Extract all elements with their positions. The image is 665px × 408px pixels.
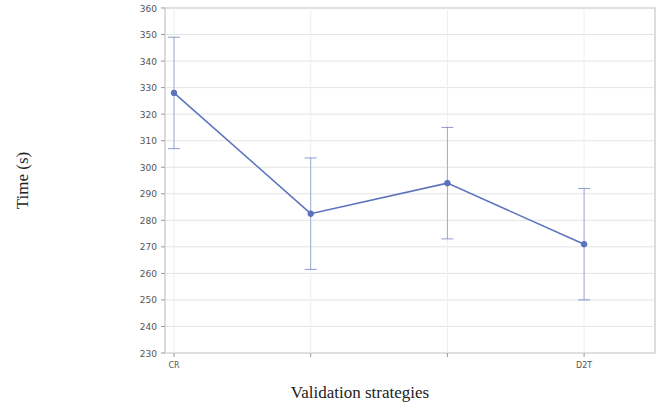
chart-svg: 230 240 250 260 270 280 290 300 310 320 330 340 350 3…: [0, 0, 665, 408]
tick-mark: [161, 140, 165, 141]
tick-mark: [161, 87, 165, 88]
grid-line: [165, 220, 655, 221]
data-point: [171, 90, 177, 96]
x-tick-mark: [174, 353, 175, 357]
error-cap: [578, 299, 590, 300]
tick-mark: [161, 220, 165, 221]
data-point: [445, 180, 451, 186]
error-cap: [305, 269, 317, 270]
data-line: [174, 93, 584, 244]
tick-mark: [161, 273, 165, 274]
y-tick-label: 230: [140, 349, 157, 359]
data-group: [168, 37, 590, 300]
plot-frame: [165, 8, 655, 353]
grid-line: [165, 299, 655, 300]
error-cap: [578, 188, 590, 189]
error-bar: [441, 127, 453, 238]
grid-line: [165, 8, 655, 9]
y-tick-label: 290: [140, 189, 157, 199]
grid-line: [165, 140, 655, 141]
grid-line: [165, 353, 655, 354]
y-tick-label: 360: [140, 4, 157, 14]
error-bar: [578, 188, 590, 299]
tick-mark: [161, 299, 165, 300]
x-axis-label: Validation strategies: [291, 383, 429, 402]
data-point: [308, 211, 314, 217]
grid-line: [165, 273, 655, 274]
x-tick-label: CR: [168, 361, 180, 370]
grid-line: [165, 193, 655, 194]
chart-root: 230 240 250 260 270 280 290 300 310 320 330 340 350 3…: [0, 0, 665, 408]
y-tick-label: 320: [140, 110, 157, 120]
error-cap: [168, 37, 180, 38]
tick-mark: [161, 326, 165, 327]
grid-line-x: [174, 8, 175, 353]
grid-line: [165, 61, 655, 62]
grid-line: [165, 246, 655, 247]
grid-line: [165, 114, 655, 115]
y-tick-label: 350: [140, 30, 157, 40]
error-cap: [168, 148, 180, 149]
grid-line: [165, 167, 655, 168]
tick-mark: [161, 114, 165, 115]
tick-mark: [161, 34, 165, 35]
grid-line: [165, 87, 655, 88]
x-tick-mark: [310, 353, 311, 357]
y-tick-label: 250: [140, 295, 157, 305]
tick-mark: [161, 193, 165, 194]
data-point: [581, 241, 587, 247]
y-tick-label: 310: [140, 136, 157, 146]
y-axis-label: Time (s): [13, 152, 32, 209]
tick-mark: [161, 246, 165, 247]
y-tick-label: 340: [140, 57, 157, 67]
y-tick-label: 300: [140, 163, 157, 173]
y-tick-label: 240: [140, 322, 157, 332]
y-tick-label: 280: [140, 216, 157, 226]
error-cap: [441, 127, 453, 128]
y-tick-label: 330: [140, 83, 157, 93]
tick-mark: [161, 167, 165, 168]
grid-line: [165, 326, 655, 327]
x-tick-mark: [447, 353, 448, 357]
y-tick-label: 260: [140, 269, 157, 279]
tick-mark: [161, 8, 165, 9]
y-tick-label: 270: [140, 242, 157, 252]
error-cap: [441, 238, 453, 239]
x-tick-mark: [584, 353, 585, 357]
error-bar: [168, 37, 180, 148]
grid-line-x: [584, 8, 585, 353]
error-bar: [305, 158, 317, 269]
grid-line-x: [310, 8, 311, 353]
tick-mark: [161, 61, 165, 62]
tick-mark: [161, 353, 165, 354]
error-cap: [305, 157, 317, 158]
x-tick-label: D2T: [576, 361, 592, 370]
grid-line: [165, 34, 655, 35]
